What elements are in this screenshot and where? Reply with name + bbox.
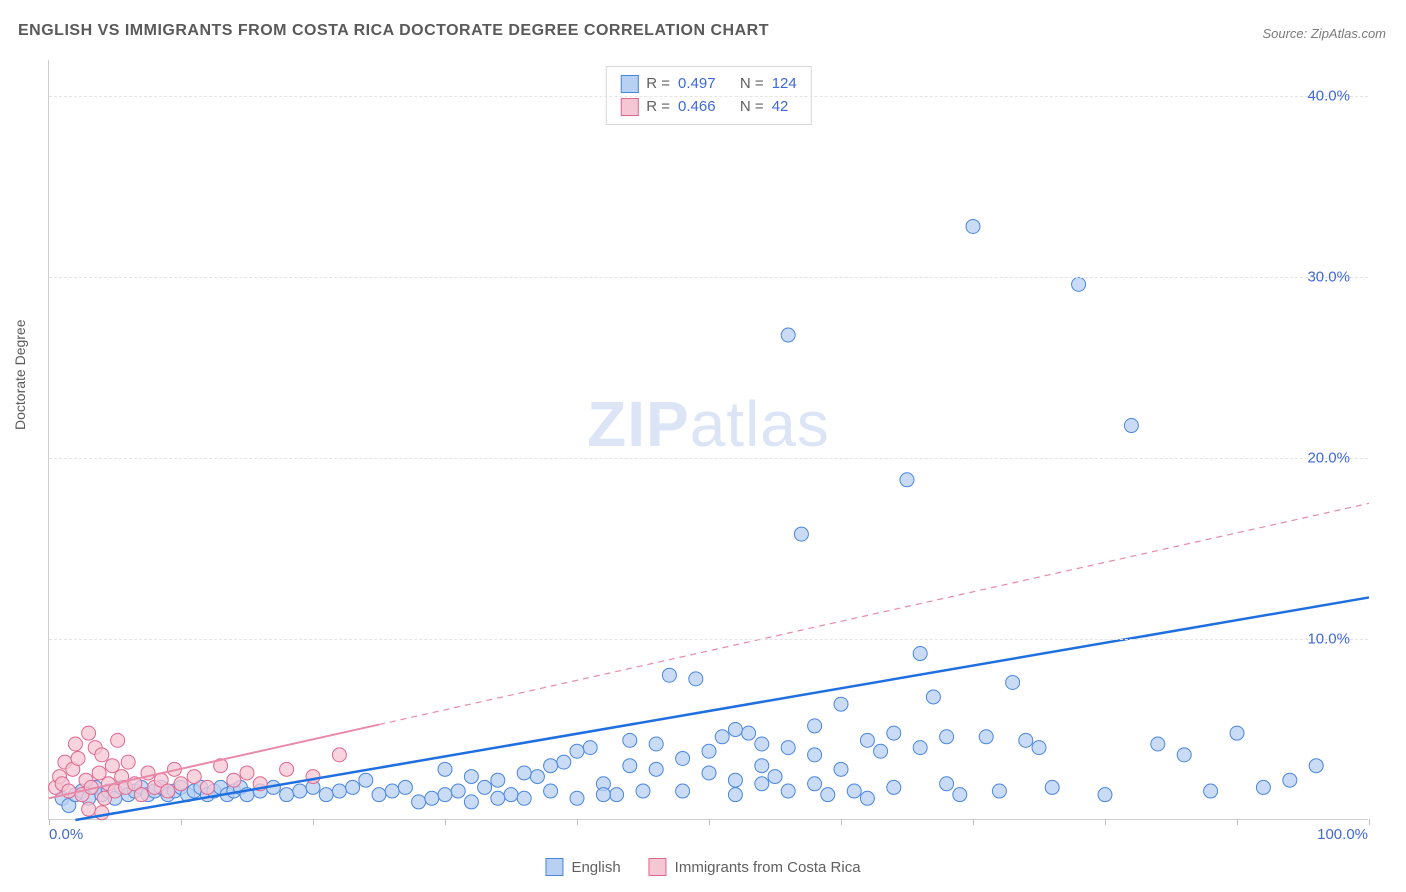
legend-item-english: English xyxy=(545,858,620,876)
x-tick xyxy=(313,819,314,825)
x-tick-label: 100.0% xyxy=(1317,826,1368,843)
y-axis-label: Doctorate Degree xyxy=(12,319,28,430)
chart-title: ENGLISH VS IMMIGRANTS FROM COSTA RICA DO… xyxy=(18,22,769,40)
x-tick xyxy=(841,819,842,825)
chart-svg xyxy=(49,60,1368,819)
x-tick xyxy=(181,819,182,825)
x-tick xyxy=(709,819,710,825)
x-tick xyxy=(1105,819,1106,825)
legend-item-costa-rica: Immigrants from Costa Rica xyxy=(649,858,861,876)
bottom-legend: English Immigrants from Costa Rica xyxy=(545,858,860,876)
plot-area: ZIPatlas R = 0.497 N = 124 R = 0.466 N =… xyxy=(48,60,1368,820)
y-tick-label: 40.0% xyxy=(1307,88,1350,105)
source-attribution: Source: ZipAtlas.com xyxy=(1262,26,1386,41)
x-tick xyxy=(577,819,578,825)
gridline xyxy=(49,96,1368,97)
gridline xyxy=(49,639,1368,640)
swatch-costa-rica-2 xyxy=(649,858,667,876)
x-tick xyxy=(973,819,974,825)
x-tick xyxy=(1237,819,1238,825)
y-tick-label: 30.0% xyxy=(1307,269,1350,286)
x-tick-label: 0.0% xyxy=(49,826,83,843)
y-tick-label: 10.0% xyxy=(1307,631,1350,648)
y-tick-label: 20.0% xyxy=(1307,450,1350,467)
x-tick xyxy=(1369,819,1370,825)
gridline xyxy=(49,277,1368,278)
x-tick xyxy=(49,819,50,825)
x-tick xyxy=(445,819,446,825)
swatch-english-2 xyxy=(545,858,563,876)
gridline xyxy=(49,458,1368,459)
